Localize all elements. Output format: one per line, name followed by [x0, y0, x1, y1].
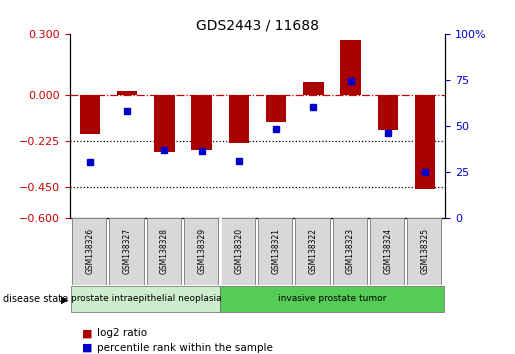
Text: GSM138327: GSM138327: [123, 228, 132, 274]
Bar: [72, 286, 220, 312]
Text: GSM138323: GSM138323: [346, 228, 355, 274]
Text: percentile rank within the sample: percentile rank within the sample: [97, 343, 273, 353]
Text: ■: ■: [82, 329, 93, 338]
Text: GSM138321: GSM138321: [271, 228, 281, 274]
Bar: [80, 95, 100, 134]
Bar: [258, 218, 293, 285]
Text: GSM138329: GSM138329: [197, 228, 206, 274]
Bar: [192, 95, 212, 150]
Bar: [229, 95, 249, 143]
Text: disease state: disease state: [3, 294, 67, 304]
Bar: [370, 218, 404, 285]
Text: GSM138328: GSM138328: [160, 228, 169, 274]
Text: GSM138326: GSM138326: [85, 228, 94, 274]
Bar: [266, 95, 286, 121]
Text: GSM138320: GSM138320: [234, 228, 244, 274]
Text: log2 ratio: log2 ratio: [97, 329, 147, 338]
Bar: [72, 218, 107, 285]
Bar: [377, 95, 398, 130]
Text: GSM138322: GSM138322: [309, 228, 318, 274]
Bar: [221, 218, 255, 285]
Bar: [415, 95, 435, 189]
Text: GSM138325: GSM138325: [421, 228, 430, 274]
Bar: [117, 91, 138, 95]
Bar: [184, 218, 218, 285]
Bar: [109, 218, 144, 285]
Text: invasive prostate tumor: invasive prostate tumor: [278, 294, 386, 303]
Text: ■: ■: [82, 343, 93, 353]
Text: ▶: ▶: [61, 295, 68, 305]
Bar: [147, 218, 181, 285]
Bar: [220, 286, 443, 312]
Title: GDS2443 / 11688: GDS2443 / 11688: [196, 18, 319, 33]
Bar: [340, 40, 361, 95]
Bar: [296, 218, 330, 285]
Bar: [154, 95, 175, 152]
Bar: [303, 82, 323, 95]
Text: prostate intraepithelial neoplasia: prostate intraepithelial neoplasia: [71, 294, 221, 303]
Bar: [333, 218, 367, 285]
Text: GSM138324: GSM138324: [383, 228, 392, 274]
Bar: [407, 218, 441, 285]
